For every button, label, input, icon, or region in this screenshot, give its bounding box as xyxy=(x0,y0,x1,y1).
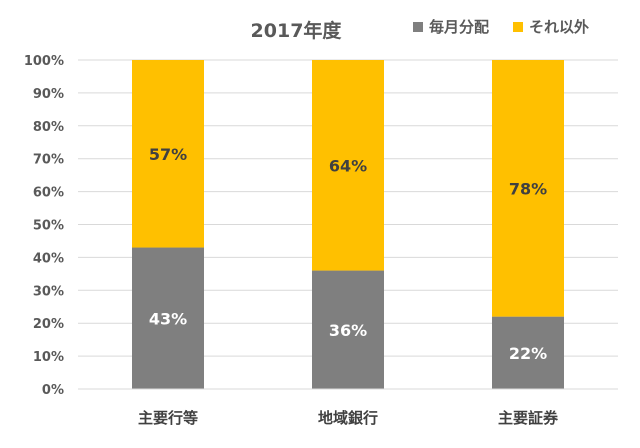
legend-swatch xyxy=(513,22,523,32)
bars xyxy=(132,60,564,389)
y-tick-label: 0% xyxy=(42,383,64,398)
y-tick-label: 20% xyxy=(33,317,64,332)
bar-segment xyxy=(132,247,204,389)
y-tick-label: 60% xyxy=(33,186,64,201)
data-label: 22% xyxy=(509,344,547,363)
y-tick-label: 10% xyxy=(33,350,64,365)
data-labels: 43% 57% 36% 64% 22% 78% xyxy=(149,145,547,363)
y-tick-label: 100% xyxy=(24,54,64,69)
axes: 0% 10% 20% 30% 40% 50% 60% 70% 80% 90% 100% 主要行等 地域銀… xyxy=(24,54,618,427)
bar-segment xyxy=(312,270,384,389)
legend-label: それ以外 xyxy=(529,18,589,36)
data-label: 57% xyxy=(149,145,187,164)
category-label: 主要行等 xyxy=(138,409,198,427)
bar-segment xyxy=(132,60,204,248)
y-tick-label: 70% xyxy=(33,153,64,168)
y-tick-label: 40% xyxy=(33,251,64,266)
category-label: 地域銀行 xyxy=(318,409,378,427)
legend: 毎月分配 それ以外 xyxy=(413,18,589,36)
data-label: 43% xyxy=(149,309,187,328)
y-tick-label: 90% xyxy=(33,87,64,102)
bar-segment xyxy=(492,316,564,389)
legend-label: 毎月分配 xyxy=(429,18,489,36)
data-label: 64% xyxy=(329,156,367,175)
y-tick-label: 80% xyxy=(33,120,64,135)
data-label: 36% xyxy=(329,321,367,340)
y-tick-label: 30% xyxy=(33,284,64,299)
legend-swatch xyxy=(413,22,423,32)
data-label: 78% xyxy=(509,179,547,198)
bar-segment xyxy=(492,60,564,317)
category-label: 主要証券 xyxy=(498,409,559,427)
bar-segment xyxy=(312,60,384,271)
y-tick-label: 50% xyxy=(33,219,64,234)
chart-title: 2017年度 xyxy=(251,19,343,42)
